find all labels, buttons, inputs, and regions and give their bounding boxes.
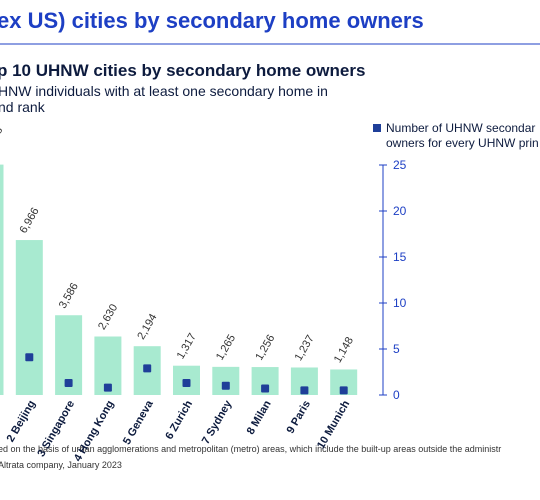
y2-tick-label: 15 xyxy=(393,250,407,264)
value-label: 10,358 xyxy=(0,125,5,160)
dot xyxy=(25,353,34,362)
bar xyxy=(212,366,240,395)
x-tick-label: 9 Paris xyxy=(285,399,313,436)
y2-tick-label: 0 xyxy=(393,388,400,402)
y2-tick-label: 20 xyxy=(393,204,407,218)
x-tick-label: 2 Beijing xyxy=(5,399,38,445)
x-tick-label: 6 Zurich xyxy=(163,398,195,441)
bar xyxy=(15,240,43,395)
dot xyxy=(103,383,112,392)
description-line: nd rank xyxy=(0,99,46,115)
legend-label: owners for every UHNW prin xyxy=(386,136,539,150)
value-label: 1,317 xyxy=(175,331,199,361)
x-tick-label: 7 Sydney xyxy=(200,398,235,447)
value-label: 6,966 xyxy=(18,206,42,236)
footnote: ed on the basis of urban agglomerations … xyxy=(0,444,501,454)
dot xyxy=(261,384,270,393)
legend-swatch xyxy=(373,124,381,132)
value-label: 2,630 xyxy=(96,302,120,332)
y2-tick-label: 10 xyxy=(393,296,407,310)
value-label: 3,586 xyxy=(57,281,81,311)
dot xyxy=(221,381,230,390)
y2-tick-label: 25 xyxy=(393,158,407,172)
dot xyxy=(143,364,152,373)
value-label: 1,265 xyxy=(214,333,238,363)
value-label: 1,148 xyxy=(332,335,356,365)
value-label: 1,256 xyxy=(253,333,277,363)
dot xyxy=(182,379,191,388)
dot xyxy=(300,386,309,395)
legend-label: Number of UHNW secondar xyxy=(386,121,535,135)
dot xyxy=(64,379,73,388)
chart-title: ex US) cities by secondary home owners xyxy=(0,8,424,33)
description-line: HNW individuals with at least one second… xyxy=(0,83,328,99)
dot xyxy=(339,386,348,395)
bar xyxy=(0,164,4,395)
chart-subtitle: p 10 UHNW cities by secondary home owner… xyxy=(0,61,365,80)
y2-tick-label: 5 xyxy=(393,342,400,356)
footnote: Altrata company, January 2023 xyxy=(0,460,122,470)
x-tick-label: 5 Geneva xyxy=(121,398,156,447)
value-label: 2,194 xyxy=(135,312,159,342)
value-label: 1,237 xyxy=(293,333,317,363)
x-tick-label: 8 Milan xyxy=(245,398,274,437)
